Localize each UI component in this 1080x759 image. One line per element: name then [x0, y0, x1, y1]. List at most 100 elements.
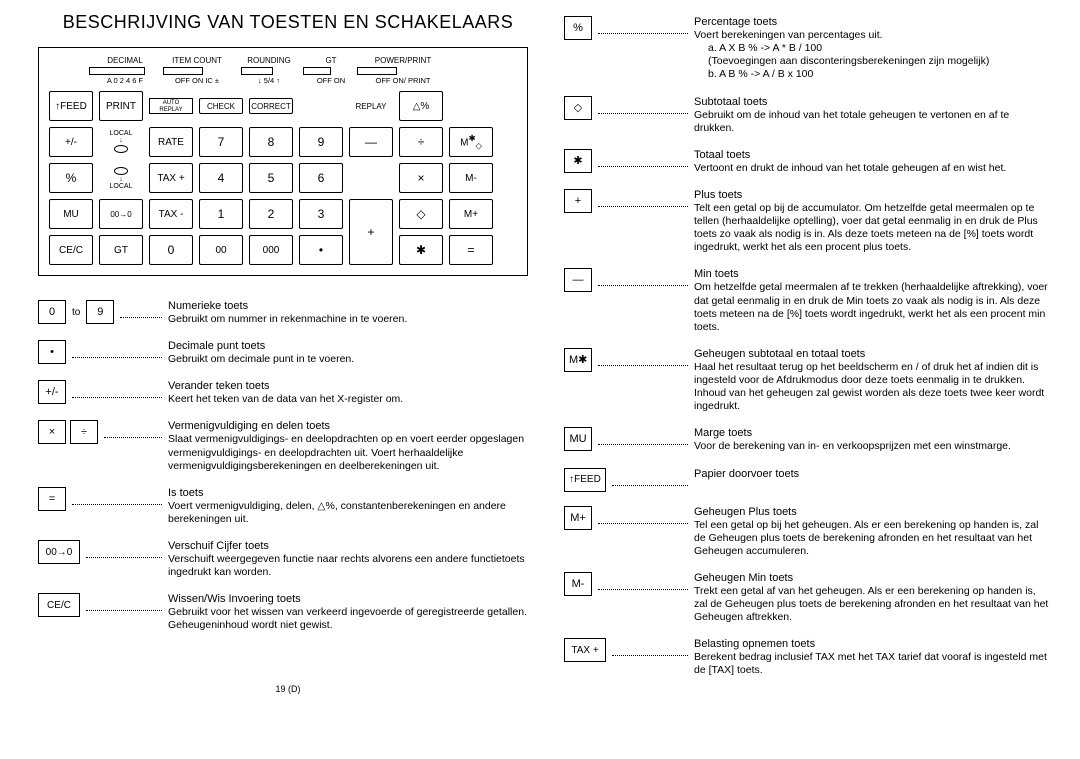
- left-column: BESCHRIJVING VAN TOESTEN EN SCHAKELAARS …: [38, 12, 538, 692]
- key-0[interactable]: 0: [149, 235, 193, 265]
- key-multiply[interactable]: ×: [399, 163, 443, 193]
- legend-row: %Percentage toetsVoert berekeningen van …: [564, 16, 1052, 82]
- legend-key-wrap: %: [564, 16, 694, 40]
- legend-key: 9: [86, 300, 114, 324]
- page-number: 19 (D): [275, 684, 300, 694]
- key-7[interactable]: 7: [199, 127, 243, 157]
- key-check[interactable]: CHECK: [199, 98, 243, 114]
- legend-to: to: [72, 307, 80, 318]
- legend-row: ↑FEED Papier doorvoer toets: [564, 468, 1052, 492]
- legend-row: M-Geheugen Min toetsTrekt een getal af v…: [564, 572, 1052, 624]
- legend-head: Verschuif Cijfer toets: [168, 540, 530, 552]
- legend-key: ✱: [564, 149, 592, 173]
- key-rate[interactable]: RATE: [149, 127, 193, 157]
- key-minus[interactable]: —: [349, 127, 393, 157]
- indicator-local-up: LOCAL↓: [99, 127, 143, 157]
- switch-rounding[interactable]: [241, 67, 273, 75]
- key-5[interactable]: 5: [249, 163, 293, 193]
- legend-key: —: [564, 268, 592, 292]
- key-star[interactable]: ✱: [399, 235, 443, 265]
- legend-body: Gebruikt om nummer in rekenmachine in te…: [168, 313, 530, 326]
- legend-dots: [86, 601, 162, 611]
- legend-text: Geheugen Plus toetsTel een getal op bij …: [694, 506, 1052, 558]
- legend-body: Berekent bedrag inclusief TAX met het TA…: [694, 651, 1052, 677]
- legend-key-wrap: ↑FEED: [564, 468, 694, 492]
- key-mplus[interactable]: M+: [449, 199, 493, 229]
- switch-itemcount[interactable]: [163, 67, 203, 75]
- legend-row: •Decimale punt toetsGebruikt om decimale…: [38, 340, 530, 366]
- legend-dots: [598, 104, 688, 114]
- legend-text: Papier doorvoer toets: [694, 468, 1052, 481]
- key-mminus[interactable]: M-: [449, 163, 493, 193]
- key-mstar[interactable]: M✱◇: [449, 127, 493, 157]
- key-taxminus[interactable]: TAX -: [149, 199, 193, 229]
- legend-row: +/-Verander teken toetsKeert het teken v…: [38, 380, 530, 406]
- legend-row: MUMarge toetsVoor de berekening van in- …: [564, 427, 1052, 453]
- legend-row: CE/CWissen/Wis Invoering toetsGebruikt v…: [38, 593, 530, 632]
- key-auto-replay[interactable]: AUTOREPLAY: [149, 98, 193, 114]
- legend-key-wrap: M✱: [564, 348, 694, 372]
- key-8[interactable]: 8: [249, 127, 293, 157]
- legend-head: Marge toets: [694, 427, 1052, 439]
- key-9[interactable]: 9: [299, 127, 343, 157]
- key-cec[interactable]: CE/C: [49, 235, 93, 265]
- key-shift[interactable]: 00→0: [99, 199, 143, 229]
- label-powerprint: POWER/PRINT: [357, 56, 449, 65]
- key-1[interactable]: 1: [199, 199, 243, 229]
- legend-key: 0: [38, 300, 66, 324]
- legend-head: Plus toets: [694, 189, 1052, 201]
- keypad: ↑FEED PRINT AUTOREPLAY CHECK CORRECT REP…: [49, 91, 517, 265]
- legend-dots: [598, 197, 688, 207]
- switch-power[interactable]: [357, 67, 397, 75]
- legend-text: Subtotaal toetsGebruikt om de inhoud van…: [694, 96, 1052, 135]
- key-gt[interactable]: GT: [99, 235, 143, 265]
- switch-gt[interactable]: [303, 67, 331, 75]
- key-2[interactable]: 2: [249, 199, 293, 229]
- legend-text: Belasting opnemen toetsBerekent bedrag i…: [694, 638, 1052, 677]
- legend-body: Tel een getal op bij het geheugen. Als e…: [694, 519, 1052, 558]
- legend-text: Decimale punt toetsGebruikt om decimale …: [168, 340, 530, 366]
- legend-dots: [72, 495, 162, 505]
- key-plusminus[interactable]: +/-: [49, 127, 93, 157]
- legend-head: Is toets: [168, 487, 530, 499]
- switch-decimal[interactable]: [89, 67, 145, 75]
- legend-row: ✱Totaal toetsVertoont en drukt de inhoud…: [564, 149, 1052, 175]
- legend-key: TAX +: [564, 638, 606, 662]
- legend-text: Percentage toetsVoert berekeningen van p…: [694, 16, 1052, 82]
- legend-head: Geheugen Min toets: [694, 572, 1052, 584]
- legend-row: ×÷Vermenigvuldiging en delen toetsSlaat …: [38, 420, 530, 472]
- key-correct[interactable]: CORRECT: [249, 98, 293, 114]
- legend-key: CE/C: [38, 593, 80, 617]
- legend-key: =: [38, 487, 66, 511]
- key-equals[interactable]: =: [449, 235, 493, 265]
- legend-key: 00→0: [38, 540, 80, 564]
- key-delta-pct[interactable]: △%: [399, 91, 443, 121]
- legend-head: Belasting opnemen toets: [694, 638, 1052, 650]
- label-decimal: DECIMAL: [89, 56, 161, 65]
- key-divide[interactable]: ÷: [399, 127, 443, 157]
- legend-row: M+Geheugen Plus toetsTel een getal op bi…: [564, 506, 1052, 558]
- legend-head: Percentage toets: [694, 16, 1052, 28]
- key-feed[interactable]: ↑FEED: [49, 91, 93, 121]
- key-diamond[interactable]: ◇: [399, 199, 443, 229]
- legend-key: ↑FEED: [564, 468, 606, 492]
- label-replay: REPLAY: [349, 102, 393, 111]
- legend-dots: [86, 548, 162, 558]
- legend-key-wrap: ✱: [564, 149, 694, 173]
- key-00[interactable]: 00: [199, 235, 243, 265]
- key-mu[interactable]: MU: [49, 199, 93, 229]
- key-percent[interactable]: %: [49, 163, 93, 193]
- legend-key: ÷: [70, 420, 98, 444]
- key-dot[interactable]: •: [299, 235, 343, 265]
- label-itemcount: ITEM COUNT: [161, 56, 233, 65]
- legend-dots: [598, 514, 688, 524]
- page-title: BESCHRIJVING VAN TOESTEN EN SCHAKELAARS: [38, 12, 538, 33]
- key-4[interactable]: 4: [199, 163, 243, 193]
- legend-text: Marge toetsVoor de berekening van in- en…: [694, 427, 1052, 453]
- key-print[interactable]: PRINT: [99, 91, 143, 121]
- key-000[interactable]: 000: [249, 235, 293, 265]
- key-3[interactable]: 3: [299, 199, 343, 229]
- key-taxplus[interactable]: TAX +: [149, 163, 193, 193]
- key-6[interactable]: 6: [299, 163, 343, 193]
- legend-key-wrap: 0 to 9: [38, 300, 168, 324]
